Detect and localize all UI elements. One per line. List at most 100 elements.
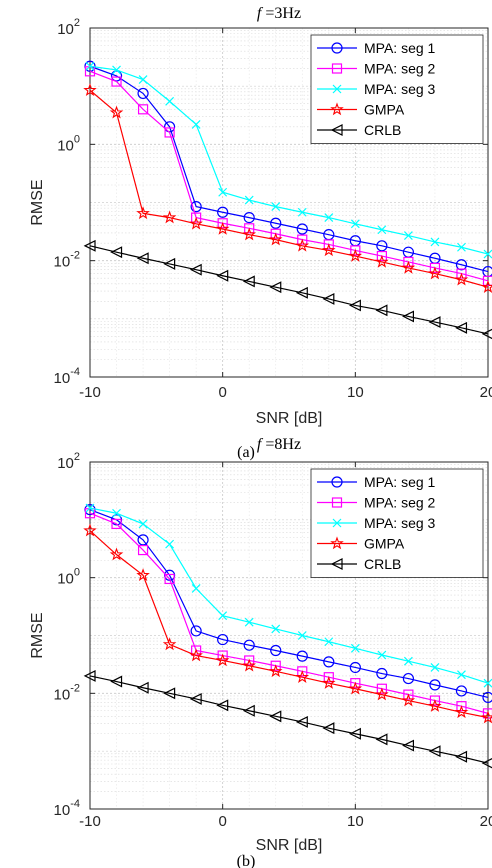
data-point [189,648,203,662]
x-tick-label: 10 [347,384,364,401]
data-point [242,704,255,717]
data-point [165,96,175,106]
data-point [295,238,310,252]
data-point [457,670,466,680]
series-line [89,245,489,335]
legend-label: GMPA [364,102,405,118]
data-point [322,722,335,735]
data-point [190,201,202,213]
data-point [483,678,492,688]
data-point [83,239,96,252]
data-point [376,240,388,252]
x-axis-label: SNR [dB] [256,837,323,854]
data-point [482,275,492,286]
series-line [89,89,489,288]
data-point [332,84,342,94]
data-point [271,624,281,634]
data-point [401,693,416,707]
data-point [83,83,97,97]
data-point [110,675,123,688]
data-point [137,104,149,115]
x-tick-label: 20 [480,813,492,830]
data-point [191,212,202,223]
data-point [375,733,388,746]
data-point [244,223,255,234]
data-point [163,687,176,700]
data-point [455,321,468,334]
data-point [110,246,123,259]
data-point [83,669,96,682]
y-axis-label: RMSE [29,612,46,658]
x-tick-label: 10 [347,813,364,830]
data-point [218,187,228,197]
data-point [162,210,177,224]
data-point [323,656,335,668]
series [84,66,492,286]
legend: MPA: seg 1 MPA: seg 2 MPA: seg 3 GMPA CRLB [310,468,484,578]
data-point [242,658,256,672]
data-point [109,547,124,561]
data-point [332,518,342,528]
data-point [217,206,229,218]
legend-label: MPA: seg 2 [364,495,436,511]
data-point [112,508,121,518]
data-point [296,223,308,235]
data-point [429,262,441,274]
data-point [376,683,387,694]
data-point [331,42,343,54]
data-point [162,637,177,651]
data-point [428,745,441,758]
data-point [482,708,492,719]
data-point [136,568,150,582]
x-tick-label: 20 [480,384,492,401]
data-point [322,676,336,689]
data-point [375,254,389,268]
data-point [244,655,255,666]
data-point [164,127,175,138]
data-point [402,310,414,323]
data-point [244,617,254,627]
data-point [295,715,308,728]
data-point [348,248,363,262]
data-point [403,689,414,700]
data-point [428,316,441,329]
data-point [270,217,282,229]
data-point [270,644,282,657]
data-point [323,239,334,250]
chart-title: f =8Hz [257,436,301,453]
chart-panel: -10 0 10 20 102 100 10-2 10-4 SNR [dB] RMSE f =3Hz… [29,5,492,427]
data-point [348,299,361,312]
series-line [89,70,489,282]
data-point [324,213,334,223]
data-point [454,272,469,286]
y-tick-label: 10-2 [54,682,80,703]
legend-label: GMPA [364,536,405,552]
axes-box [89,27,489,378]
figure-caption: (a) [237,444,255,461]
series-line [89,512,489,714]
data-point [403,656,413,666]
data-point [403,231,413,241]
y-tick-label: 102 [57,17,80,38]
data-point [215,653,230,667]
data-point [297,207,307,217]
data-point [428,266,442,280]
x-tick-label: 0 [218,384,226,401]
legend-label: CRLB [364,122,401,138]
data-point [350,245,361,256]
series-line [89,675,489,764]
data-point [376,667,388,680]
data-point [189,692,202,705]
series-line [89,509,489,699]
data-point [136,681,149,694]
data-point [268,664,283,678]
legend-label: MPA: seg 3 [364,81,436,97]
data-point [330,536,344,550]
data-point [242,275,255,288]
data-point [190,625,202,637]
data-point [189,216,203,230]
data-point [429,695,441,706]
data-point [138,75,148,84]
data-point [481,758,492,769]
